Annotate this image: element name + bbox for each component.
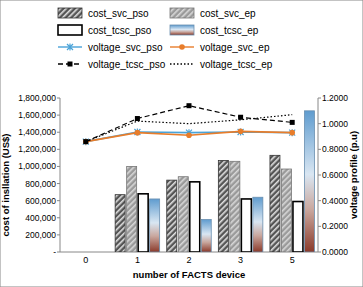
bar (178, 177, 188, 252)
line (86, 115, 292, 142)
bar (218, 160, 228, 252)
y2-tick-label: 0.0000 (322, 247, 348, 257)
bar (190, 182, 200, 252)
y2-tick-label: 1.0000 (322, 119, 348, 129)
y-tick (57, 166, 60, 167)
y-axis-title: cost of insllation (US$) (0, 134, 11, 237)
legend-label: cost_svc_ep (200, 8, 256, 19)
y2-tick (318, 149, 321, 150)
bar (201, 219, 211, 252)
line (86, 132, 292, 142)
marker (238, 115, 243, 120)
legend: cost_svc_pso cost_svc_ep cost_tcsc_pso cost… (58, 8, 273, 70)
marker (289, 129, 295, 136)
y-tick (57, 115, 60, 116)
y-tick (57, 98, 60, 99)
y-tick-label: 1,000,000 (18, 161, 56, 171)
legend-swatch (170, 63, 194, 64)
legend-swatch (170, 8, 194, 18)
marker (179, 44, 185, 50)
legend-swatch (58, 8, 82, 18)
y-tick (57, 183, 60, 184)
legend-label: cost_tcsc_pso (88, 25, 152, 36)
y-tick (57, 217, 60, 218)
bar (150, 199, 160, 252)
y2-tick-label: 0.6000 (322, 170, 348, 180)
y2-tick-label: 0.8000 (322, 144, 348, 154)
x-tick-label: 3 (238, 255, 243, 265)
y-tick (57, 252, 60, 253)
legend-label: cost_svc_pso (88, 8, 149, 19)
bar (293, 202, 303, 252)
y2-tick (318, 175, 321, 176)
y-tick-label: 1,800,000 (18, 93, 56, 103)
y-tick-label: 600,000 (25, 196, 56, 206)
background (0, 0, 363, 287)
bar (270, 155, 280, 252)
marker (135, 116, 140, 121)
marker (290, 120, 295, 125)
x-axis-title: number of FACTS device (133, 269, 245, 280)
bar (230, 161, 240, 252)
y2-tick (318, 123, 321, 124)
marker (289, 130, 295, 136)
bar (167, 180, 177, 252)
line (86, 106, 292, 142)
chart: - 200,000 400,000 600,000 800,000 1,000,000 1,… (0, 0, 363, 287)
bar (138, 194, 148, 252)
y-tick-label: 1,200,000 (18, 144, 56, 154)
y-tick-label: 800,000 (25, 179, 56, 189)
y2-tick-label: 1.2000 (322, 93, 348, 103)
y-tick (57, 234, 60, 235)
bar (241, 199, 251, 252)
y2-axis-title: voltage profile (p.u) (348, 131, 359, 219)
plot (83, 103, 315, 252)
line (86, 131, 292, 141)
marker (68, 62, 73, 67)
y-tick (57, 132, 60, 133)
bar (281, 169, 291, 252)
y-tick (57, 200, 60, 201)
y2-tick (318, 98, 321, 99)
legend-label: voltage_svc_ep (200, 42, 270, 53)
y2-tick (318, 252, 321, 253)
y-axis (60, 98, 61, 252)
legend-label: voltage_svc_pso (88, 42, 163, 53)
marker (134, 129, 140, 136)
y2-tick-label: 0.2000 (322, 221, 348, 231)
x-tick-label: 0 (83, 255, 88, 265)
x-tick-label: 2 (186, 255, 191, 265)
legend-swatch (58, 25, 82, 35)
y-tick-label: 1,400,000 (18, 127, 56, 137)
y2-tick-label: 0.4000 (322, 196, 348, 206)
y-tick-label: 1,600,000 (18, 110, 56, 120)
y2-tick (318, 200, 321, 201)
legend-label: voltage_tcsc_ep (200, 59, 273, 70)
legend-swatch (170, 25, 194, 35)
x-tick-label: 1 (135, 255, 140, 265)
y-tick-label: 400,000 (25, 213, 56, 223)
legend-label: cost_tcsc_ep (200, 25, 259, 36)
y-tick-label: 200,000 (25, 230, 56, 240)
x-tick-label: 5 (290, 255, 295, 265)
marker (238, 129, 244, 136)
marker (187, 103, 192, 108)
bar (304, 111, 314, 252)
bar (115, 195, 125, 252)
marker (67, 44, 73, 51)
marker (135, 130, 141, 136)
bar (127, 166, 137, 252)
marker (186, 132, 192, 138)
bar (253, 197, 263, 252)
marker (238, 129, 244, 135)
legend-label: voltage_tcsc_pso (88, 59, 166, 70)
y-tick (57, 149, 60, 150)
y2-tick (318, 226, 321, 227)
y-tick-label: - (53, 247, 56, 257)
